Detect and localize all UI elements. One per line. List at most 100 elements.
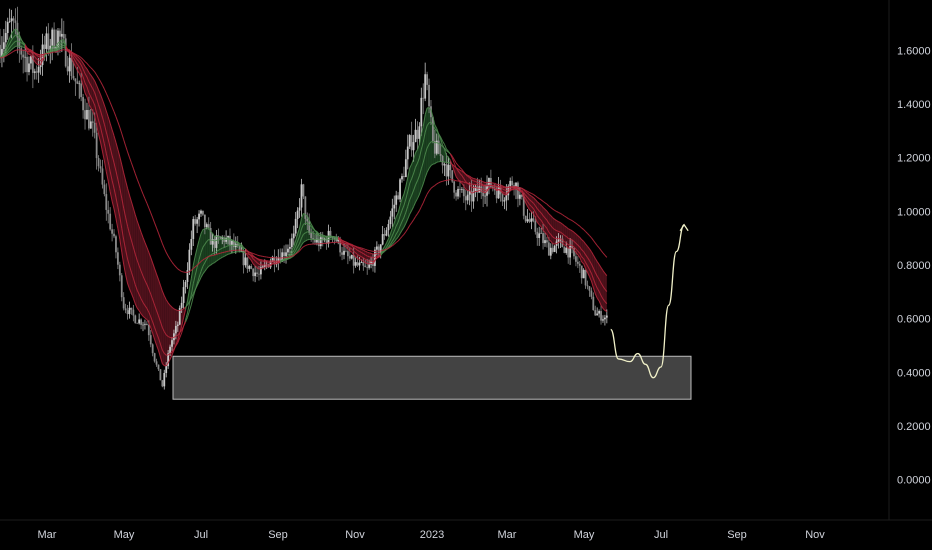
projection-path: [610, 223, 689, 379]
ma-line-segment: [100, 127, 103, 136]
ma-line-segment: [575, 242, 579, 246]
support-zone[interactable]: [172, 355, 692, 400]
ma-line-segment: [424, 172, 428, 178]
ma-line-segment: [13, 46, 16, 49]
ma-line-segment: [536, 215, 540, 219]
ma-line-segment: [229, 252, 233, 255]
ma-line-segment: [583, 258, 587, 263]
ma-line-segment: [15, 28, 18, 32]
ma-line-segment: [113, 135, 117, 143]
ma-line-segment: [177, 337, 181, 344]
ma-line-segment: [142, 302, 146, 306]
ma-line-segment: [604, 272, 608, 276]
ma-line-segment: [154, 327, 158, 334]
ma-line-segment: [225, 250, 229, 253]
ribbon-segment: [117, 149, 120, 240]
ribbon-segment: [556, 220, 559, 244]
ribbon-segment: [602, 270, 605, 311]
ma-line-segment: [535, 195, 538, 198]
candle-body: [507, 186, 510, 196]
ma-line-segment: [123, 139, 127, 146]
ma-line-segment: [355, 256, 358, 259]
ma-line-segment: [63, 49, 66, 51]
ma-line-segment: [540, 226, 544, 231]
ma-line-segment: [502, 188, 505, 191]
ma-line-segment: [305, 231, 308, 234]
ma-line-segment: [455, 167, 459, 170]
ribbon-segment: [119, 156, 122, 253]
ma-line-segment: [18, 34, 22, 40]
price-axis[interactable]: 1.60001.40001.20001.00000.80000.60000.40…: [897, 45, 931, 486]
ma-line-segment: [370, 256, 374, 259]
ma-line-segment: [100, 94, 103, 100]
ma-line-segment: [378, 252, 381, 254]
ribbon-segment: [104, 105, 107, 172]
ma-line-segment: [349, 247, 352, 250]
ma-line-segment: [374, 257, 378, 261]
ma-line-segment: [86, 96, 90, 105]
candle-body: [530, 218, 533, 222]
ma-line-segment: [538, 217, 542, 221]
candle-body: [157, 364, 160, 370]
ma-line-segment: [78, 66, 82, 72]
ma-line-segment: [115, 142, 119, 150]
ma-line-segment: [26, 48, 30, 51]
ma-line-segment: [200, 247, 204, 253]
ma-line-segment: [453, 159, 457, 164]
ma-line-segment: [339, 239, 343, 242]
candle-body: [184, 281, 187, 288]
ma-line-segment: [463, 172, 467, 175]
ma-line-segment: [505, 192, 509, 196]
ma-line-segment: [185, 312, 188, 321]
ma-line-segment: [326, 235, 329, 238]
ma-line-segment: [569, 219, 573, 222]
candle-body: [576, 261, 579, 264]
ma-line-segment: [434, 124, 438, 129]
candle-body: [105, 194, 108, 210]
ma-line-segment: [391, 237, 395, 242]
candle-body: [364, 265, 367, 268]
ma-line-segment: [594, 283, 598, 289]
candle-body: [250, 266, 253, 269]
candle-body: [412, 142, 415, 151]
ma-line-segment: [416, 194, 420, 199]
ma-line-segment: [550, 225, 554, 229]
ma-line-segment: [525, 189, 528, 192]
ma-line-segment: [550, 215, 554, 219]
ma-line-segment: [291, 255, 295, 258]
ma-line-segment: [281, 258, 285, 261]
ribbon-segment: [129, 195, 132, 294]
ma-line-segment: [457, 170, 461, 174]
ma-line-segment: [401, 217, 405, 222]
ribbon-segment: [604, 273, 607, 312]
ma-line-segment: [113, 208, 117, 219]
ribbon-segment: [550, 215, 553, 244]
ma-line-segment: [428, 107, 432, 111]
ma-line-segment: [88, 81, 92, 86]
candle-body: [202, 210, 204, 215]
ma-line-segment: [306, 222, 310, 225]
ma-line-segment: [367, 249, 370, 251]
ma-line-segment: [109, 147, 113, 156]
ma-line-segment: [78, 73, 82, 79]
candle-body: [86, 109, 88, 120]
candle-body: [441, 155, 444, 166]
ribbon-segment: [255, 257, 258, 268]
ma-line-segment: [144, 198, 148, 204]
ma-line-segment: [395, 236, 399, 240]
ma-line-segment: [78, 55, 82, 59]
ma-line-segment: [148, 311, 152, 317]
candle-body: [459, 188, 461, 190]
ma-line-segment: [202, 262, 206, 267]
candle-body: [97, 158, 100, 167]
ma-line-segment: [92, 69, 96, 73]
ma-line-segment: [84, 92, 88, 98]
candle-body: [399, 179, 401, 200]
candle-body: [501, 194, 504, 202]
ma-line-segment: [152, 262, 156, 269]
ma-line-segment: [11, 42, 14, 46]
time-axis[interactable]: Mar May Jul Sep Nov 2023 Mar May Jul Sep Nov: [38, 529, 826, 541]
ma-line-segment: [299, 244, 302, 250]
ma-line-segment: [132, 278, 136, 285]
